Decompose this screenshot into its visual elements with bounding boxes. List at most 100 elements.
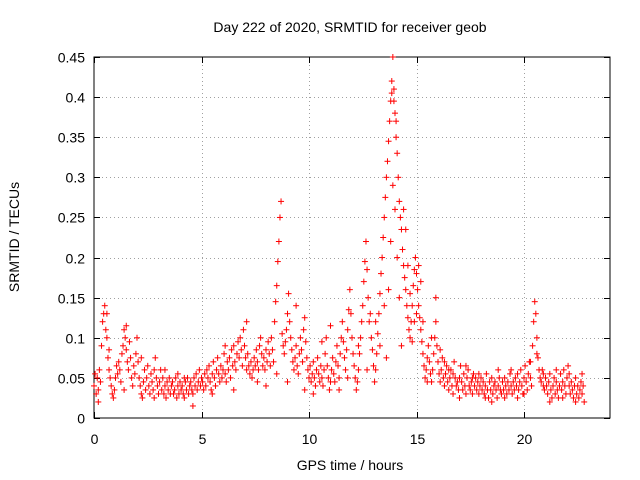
data-point bbox=[559, 394, 566, 401]
data-point bbox=[293, 342, 300, 349]
data-point bbox=[192, 382, 199, 389]
data-point bbox=[547, 386, 554, 393]
data-point bbox=[150, 386, 157, 393]
data-point bbox=[398, 342, 405, 349]
data-point bbox=[123, 346, 130, 353]
data-point bbox=[256, 342, 263, 349]
data-point bbox=[122, 334, 129, 341]
data-point bbox=[241, 342, 248, 349]
data-point bbox=[294, 362, 301, 369]
data-point bbox=[227, 374, 234, 381]
data-point bbox=[213, 366, 220, 373]
data-point bbox=[437, 346, 444, 353]
data-point bbox=[415, 302, 422, 309]
data-point bbox=[217, 362, 224, 369]
data-point bbox=[233, 350, 240, 357]
data-point bbox=[544, 390, 551, 397]
data-point bbox=[208, 386, 215, 393]
data-point bbox=[580, 382, 587, 389]
data-point bbox=[315, 370, 322, 377]
data-point bbox=[410, 282, 417, 289]
data-point bbox=[337, 350, 344, 357]
data-point bbox=[301, 386, 308, 393]
data-point bbox=[112, 374, 119, 381]
data-point bbox=[553, 366, 560, 373]
data-point bbox=[280, 342, 287, 349]
data-point bbox=[187, 378, 194, 385]
data-point bbox=[237, 334, 244, 341]
data-point bbox=[542, 374, 549, 381]
data-point bbox=[99, 318, 106, 325]
data-point bbox=[517, 366, 524, 373]
data-point bbox=[435, 358, 441, 365]
data-point bbox=[318, 338, 325, 345]
data-point bbox=[161, 366, 168, 373]
data-point bbox=[450, 370, 457, 377]
data-point bbox=[357, 334, 364, 341]
data-point bbox=[464, 374, 471, 381]
data-point bbox=[354, 378, 361, 385]
data-point bbox=[200, 386, 207, 393]
data-point bbox=[97, 378, 104, 385]
data-point bbox=[560, 366, 567, 373]
data-point bbox=[166, 374, 173, 381]
data-point bbox=[244, 350, 251, 357]
data-point bbox=[346, 286, 353, 293]
data-point bbox=[210, 358, 217, 365]
data-point bbox=[397, 214, 404, 221]
data-point bbox=[456, 374, 463, 381]
data-point bbox=[402, 226, 409, 233]
data-point bbox=[138, 390, 145, 397]
data-point bbox=[482, 382, 489, 389]
data-point bbox=[556, 382, 563, 389]
data-point bbox=[480, 378, 487, 385]
data-point bbox=[366, 318, 373, 325]
data-point bbox=[313, 366, 320, 373]
data-point bbox=[139, 394, 146, 401]
data-point bbox=[281, 350, 288, 357]
data-point bbox=[413, 270, 420, 277]
data-point bbox=[199, 378, 206, 385]
data-point bbox=[342, 366, 349, 373]
data-point bbox=[209, 390, 216, 397]
data-point bbox=[444, 378, 451, 385]
data-point bbox=[438, 366, 445, 373]
data-point bbox=[274, 258, 281, 265]
data-point bbox=[495, 382, 502, 389]
data-point bbox=[254, 378, 261, 385]
data-point bbox=[403, 302, 410, 309]
data-point bbox=[284, 310, 291, 317]
data-point bbox=[531, 298, 538, 305]
data-point bbox=[120, 342, 127, 349]
plot-frame bbox=[93, 56, 611, 419]
data-point bbox=[309, 370, 316, 377]
data-point bbox=[386, 118, 393, 125]
data-point bbox=[559, 378, 566, 385]
data-point bbox=[543, 382, 550, 389]
data-point bbox=[416, 314, 423, 321]
x-tick-label: 5 bbox=[199, 431, 207, 447]
y-tick-label: 0.35 bbox=[58, 130, 85, 146]
data-point bbox=[507, 370, 514, 377]
data-point bbox=[465, 366, 472, 373]
data-point bbox=[384, 158, 391, 165]
data-point bbox=[421, 362, 428, 369]
data-point bbox=[432, 318, 439, 325]
data-point bbox=[534, 354, 541, 361]
data-point bbox=[263, 346, 269, 353]
data-point bbox=[524, 386, 531, 393]
data-point bbox=[257, 334, 264, 341]
data-point bbox=[456, 394, 463, 401]
data-point bbox=[396, 198, 403, 205]
data-point bbox=[164, 378, 171, 385]
data-point bbox=[358, 318, 365, 325]
data-point bbox=[569, 386, 576, 393]
y-tick-label: 0.4 bbox=[66, 90, 86, 106]
data-point bbox=[405, 326, 412, 333]
y-tick-label: 0.1 bbox=[66, 331, 86, 347]
data-point bbox=[441, 382, 448, 389]
data-point bbox=[411, 318, 418, 325]
data-point bbox=[399, 246, 406, 253]
chart-title: Day 222 of 2020, SRMTID for receiver geo… bbox=[213, 19, 486, 35]
data-point bbox=[439, 354, 446, 361]
